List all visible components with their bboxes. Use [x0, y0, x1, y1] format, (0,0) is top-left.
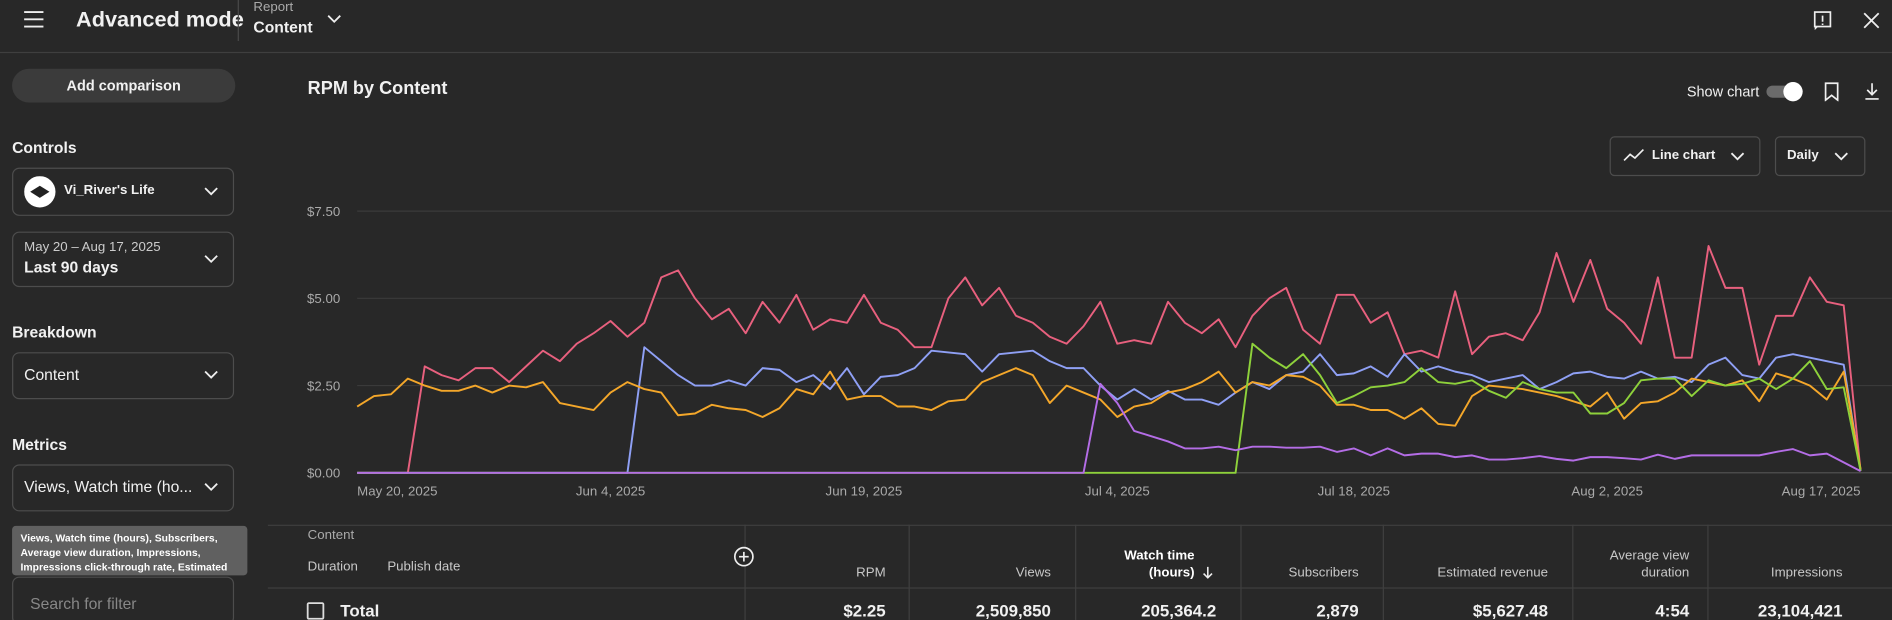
dropdown-icon [1730, 152, 1745, 161]
table-header-border [267, 587, 1892, 589]
series-line [357, 245, 1862, 474]
download-button[interactable] [1864, 82, 1880, 100]
y-tick-label: $7.50 [307, 204, 340, 219]
y-tick-label: $0.00 [307, 466, 340, 481]
chart-type-value: Line chart [1651, 148, 1716, 163]
controls-heading: Controls [12, 138, 77, 157]
x-tick-label: Jul 4, 2025 [1085, 484, 1150, 499]
dropdown-icon [204, 255, 218, 264]
column-divider [744, 524, 746, 620]
sort-arrow [1203, 566, 1213, 579]
series-line [357, 346, 1862, 474]
table-top-border [267, 524, 1892, 526]
dropdown-icon [1834, 152, 1848, 161]
metrics-value: Views, Watch time (ho... [24, 477, 193, 496]
metrics-select[interactable] [12, 464, 235, 512]
date-range: May 20 – Aug 17, 2025 [24, 240, 161, 255]
line-chart: $0.00 $2.50 $5.00 $7.50 May 20, 2025 Jun 4, 2… [307, 204, 1892, 499]
page-title: Advanced mode [76, 7, 244, 32]
column-divider [1382, 524, 1384, 620]
line-chart-icon [1623, 148, 1644, 162]
column-header[interactable]: Publish date [387, 559, 461, 575]
total-value: 23,104,421 [1757, 600, 1843, 620]
column-header[interactable]: Duration [307, 559, 358, 575]
close-button[interactable] [1863, 12, 1880, 29]
total-value: 2,509,850 [975, 600, 1051, 620]
series-line [356, 367, 1862, 470]
report-dropdown[interactable] [327, 13, 341, 25]
search-box[interactable] [12, 576, 235, 620]
column-header[interactable]: Average view duration [1609, 548, 1690, 581]
breakdown-value: Content [24, 365, 80, 384]
column-header[interactable]: Impressions [1770, 565, 1843, 581]
x-tick-label: Aug 2, 2025 [1571, 484, 1643, 499]
column-divider [1572, 524, 1574, 620]
add-column-button[interactable] [733, 546, 755, 567]
add-comparison-button[interactable]: Add comparison [12, 68, 236, 103]
column-header[interactable]: Subscribers [1288, 565, 1359, 581]
report-value[interactable]: Content [253, 18, 313, 37]
breakdown-select[interactable] [12, 352, 235, 400]
column-header[interactable]: Watch time (hours) [1124, 548, 1195, 581]
date-preset: Last 90 days [24, 258, 119, 277]
breakdown-heading: Breakdown [12, 323, 97, 342]
total-checkbox[interactable] [306, 602, 325, 620]
header-divider [0, 51, 1892, 54]
x-tick-label: Aug 17, 2025 [1782, 484, 1861, 499]
dropdown-icon [204, 370, 218, 379]
metrics-heading: Metrics [12, 435, 68, 454]
show-chart-label: Show chart [1686, 83, 1760, 101]
channel-select[interactable] [12, 167, 235, 216]
interval-select[interactable] [1774, 136, 1866, 177]
column-divider [1707, 524, 1709, 620]
column-divider [1075, 524, 1077, 620]
column-header[interactable]: Estimated revenue [1437, 565, 1549, 581]
header-separator [237, 0, 239, 42]
x-tick-label: Jun 4, 2025 [576, 484, 645, 499]
report-label: Report [253, 0, 294, 15]
search-placeholder: Search for filter [30, 594, 137, 613]
total-value: 205,364.2 [1141, 600, 1217, 620]
metrics-tooltip: Views, Watch time (hours), Subscribers, … [12, 525, 248, 576]
chart-type-select[interactable] [1609, 136, 1761, 177]
dropdown-icon [204, 483, 218, 491]
x-tick-label: Jul 18, 2025 [1318, 484, 1390, 499]
y-tick-label: $2.50 [307, 378, 340, 393]
feedback-button[interactable] [1813, 11, 1833, 31]
interval-value: Daily [1786, 148, 1819, 163]
column-divider [908, 524, 910, 620]
total-label: Total [340, 600, 380, 620]
column-divider [1240, 524, 1242, 620]
menu-button[interactable] [23, 10, 45, 29]
column-header[interactable]: Views [1015, 565, 1051, 581]
chart-title: RPM by Content [307, 78, 448, 99]
channel-avatar [24, 176, 56, 208]
total-value: $5,627.48 [1472, 600, 1549, 620]
x-tick-label: Jun 19, 2025 [826, 484, 903, 499]
dropdown-icon [204, 187, 218, 196]
total-value: $2.25 [843, 600, 886, 620]
total-value: 2,879 [1316, 600, 1359, 620]
bookmark-button[interactable] [1823, 82, 1840, 102]
date-select[interactable] [12, 231, 235, 288]
column-header[interactable]: RPM [856, 565, 886, 581]
column-header: Content [307, 528, 355, 543]
x-tick-label: May 20, 2025 [357, 484, 437, 499]
y-tick-label: $5.00 [307, 291, 340, 306]
channel-name: Vi_River's Life [63, 183, 155, 198]
show-chart-toggle[interactable] [1765, 80, 1806, 104]
series-line [357, 382, 1862, 474]
total-value: 4:54 [1655, 600, 1690, 620]
